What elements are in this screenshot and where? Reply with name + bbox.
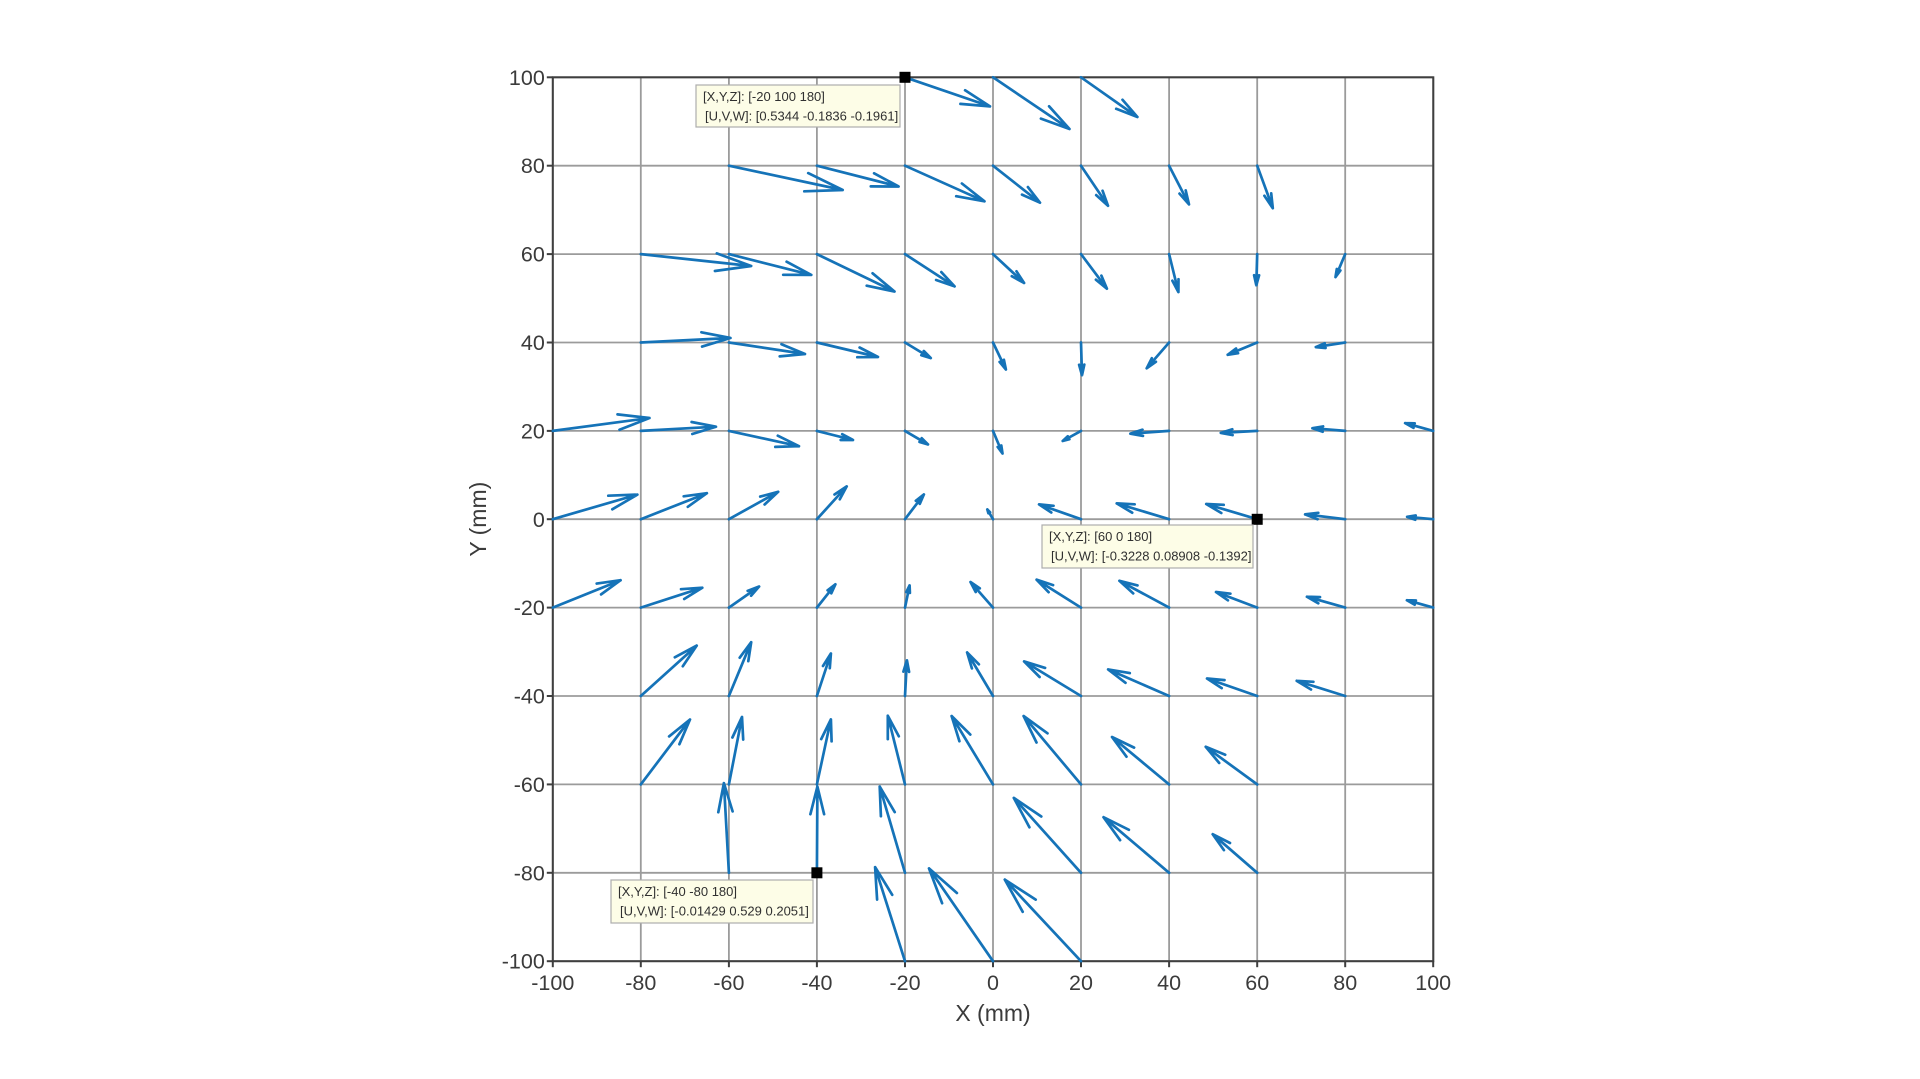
svg-text:0: 0 (533, 508, 545, 532)
svg-text:-20: -20 (889, 971, 920, 995)
svg-text:80: 80 (1333, 971, 1357, 995)
svg-text:100: 100 (509, 66, 545, 90)
svg-text:-80: -80 (625, 971, 656, 995)
svg-text:[X,Y,Z]: [-20 100 180]: [X,Y,Z]: [-20 100 180] (703, 89, 825, 104)
svg-text:-20: -20 (514, 596, 545, 620)
svg-text:-100: -100 (531, 971, 574, 995)
svg-text:[U,V,W]: [-0.3228 0.08908 -0.1: [U,V,W]: [-0.3228 0.08908 -0.1392] (1051, 549, 1251, 564)
svg-text:-60: -60 (514, 773, 545, 797)
svg-text:Y (mm): Y (mm) (465, 482, 491, 557)
svg-text:-60: -60 (713, 971, 744, 995)
svg-text:0: 0 (987, 971, 999, 995)
svg-text:60: 60 (1245, 971, 1269, 995)
svg-text:40: 40 (1157, 971, 1181, 995)
svg-text:100: 100 (1415, 971, 1451, 995)
svg-text:[X,Y,Z]: [-40 -80 180]: [X,Y,Z]: [-40 -80 180] (618, 884, 737, 899)
svg-text:20: 20 (521, 419, 545, 443)
svg-text:[U,V,W]: [0.5344 -0.1836 -0.19: [U,V,W]: [0.5344 -0.1836 -0.1961] (705, 109, 898, 124)
svg-text:[U,V,W]: [-0.01429 0.529 0.205: [U,V,W]: [-0.01429 0.529 0.2051] (620, 904, 809, 919)
svg-text:40: 40 (521, 331, 545, 355)
svg-text:-40: -40 (801, 971, 832, 995)
svg-text:20: 20 (1069, 971, 1093, 995)
svg-text:60: 60 (521, 243, 545, 267)
svg-text:-40: -40 (514, 685, 545, 709)
svg-text:[X,Y,Z]: [60 0 180]: [X,Y,Z]: [60 0 180] (1049, 529, 1152, 544)
svg-text:80: 80 (521, 154, 545, 178)
svg-text:-80: -80 (514, 861, 545, 885)
svg-text:X (mm): X (mm) (955, 1000, 1030, 1026)
svg-text:-100: -100 (502, 950, 545, 974)
